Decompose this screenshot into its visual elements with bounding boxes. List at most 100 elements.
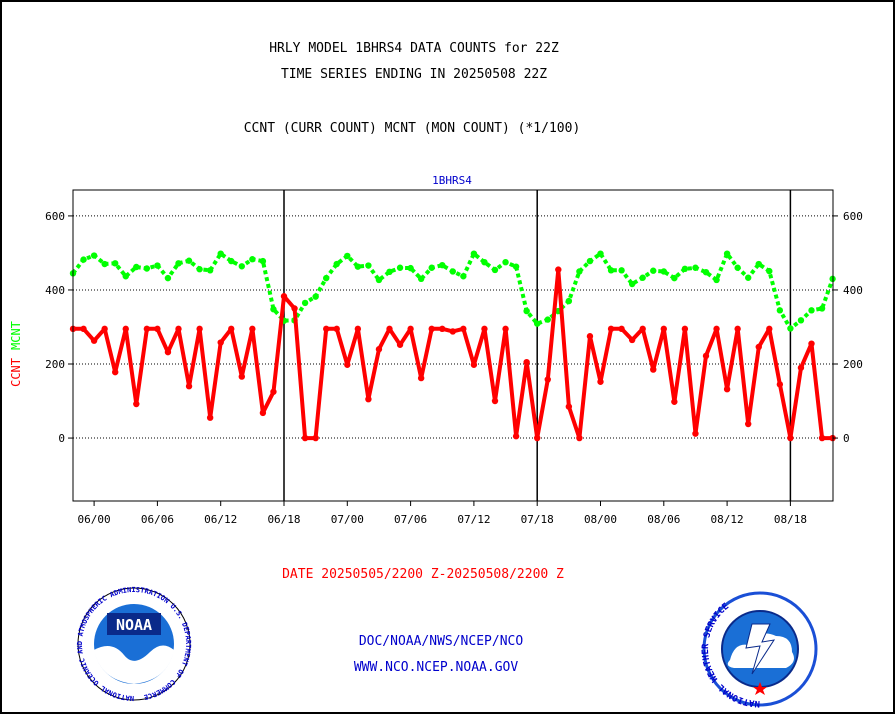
series-layer [69, 250, 836, 442]
data-point-mcnt [238, 263, 245, 270]
url-line[interactable]: WWW.NCO.NCEP.NOAA.GOV [354, 660, 519, 675]
x-tick-label: 08/18 [774, 513, 807, 526]
x-tick-label: 06/00 [78, 513, 111, 526]
data-point-ccnt [386, 325, 393, 333]
data-point-ccnt [143, 325, 151, 333]
data-point-mcnt [818, 305, 826, 312]
data-point-mcnt [365, 262, 372, 269]
data-point-mcnt [386, 268, 393, 276]
data-point-mcnt [618, 267, 625, 274]
data-point-mcnt [534, 320, 541, 327]
data-point-mcnt [133, 263, 140, 271]
x-tick-label: 08/00 [584, 513, 617, 526]
data-point-mcnt [101, 260, 108, 268]
data-point-ccnt [692, 430, 699, 437]
data-point-ccnt [90, 337, 98, 344]
data-point-ccnt [196, 325, 203, 333]
data-point-mcnt [544, 316, 551, 323]
y-tick-label-right: 600 [843, 210, 863, 223]
data-point-mcnt [259, 257, 267, 265]
x-tick-label: 06/12 [204, 513, 237, 526]
data-point-ccnt [713, 325, 720, 333]
axis-layer: 0 0 200 200 400 400 600 600 06/00 06/06 06/12 06/18… [45, 210, 863, 526]
data-point-ccnt [787, 434, 794, 442]
data-point-ccnt [206, 414, 214, 421]
data-point-mcnt [681, 265, 689, 273]
data-point-ccnt [354, 325, 362, 333]
data-point-ccnt [502, 325, 509, 333]
data-point-mcnt [344, 252, 351, 260]
data-point-ccnt [344, 361, 351, 368]
data-point-ccnt [175, 325, 182, 333]
data-point-mcnt [407, 264, 414, 272]
data-point-mcnt [312, 293, 319, 300]
nws-logo: NATIONAL WEATHER SERVICE [701, 591, 818, 708]
data-point-mcnt [143, 265, 151, 272]
noaa-bird-icon [94, 645, 174, 684]
data-point-ccnt [270, 388, 277, 395]
data-point-ccnt [628, 336, 636, 344]
data-point-mcnt [787, 325, 794, 332]
data-point-mcnt [639, 274, 646, 281]
y-axis-title-ccnt: CCNT [9, 358, 23, 387]
data-point-ccnt [228, 325, 235, 333]
data-point-ccnt [607, 325, 615, 333]
data-point-ccnt [154, 325, 161, 333]
data-point-mcnt [745, 274, 752, 281]
data-point-mcnt [217, 250, 224, 257]
data-point-ccnt [259, 409, 267, 417]
data-point-ccnt [702, 352, 710, 360]
data-point-mcnt [249, 256, 256, 263]
data-point-mcnt [776, 307, 784, 314]
data-point-ccnt [164, 348, 172, 356]
data-point-mcnt [375, 276, 383, 284]
data-point-mcnt [354, 263, 362, 270]
data-point-mcnt [576, 268, 583, 275]
data-point-ccnt [185, 383, 193, 390]
data-point-ccnt [238, 373, 245, 380]
data-point-ccnt [523, 358, 530, 366]
data-point-ccnt [407, 325, 414, 333]
data-point-ccnt [470, 361, 478, 368]
data-point-ccnt [755, 343, 762, 351]
data-point-ccnt [491, 397, 499, 405]
data-point-mcnt [650, 267, 657, 274]
data-point-ccnt [745, 420, 752, 428]
data-point-ccnt [249, 325, 256, 333]
y-tick-label-left: 400 [45, 284, 65, 297]
x-tick-label: 07/12 [457, 513, 490, 526]
data-point-ccnt [797, 364, 805, 371]
data-point-mcnt [449, 268, 456, 275]
noaa-logo-label: NOAA [116, 616, 152, 634]
data-point-ccnt [565, 403, 573, 410]
data-point-mcnt [396, 264, 404, 271]
y-tick-label-left: 200 [45, 358, 65, 371]
data-point-ccnt [512, 433, 520, 440]
data-point-ccnt [586, 333, 594, 340]
data-point-ccnt [639, 325, 646, 333]
data-point-mcnt [502, 258, 509, 266]
data-point-ccnt [808, 340, 815, 347]
data-point-mcnt [512, 263, 520, 270]
data-point-mcnt [607, 267, 615, 274]
x-tick-label: 07/06 [394, 513, 427, 526]
data-point-ccnt [396, 341, 404, 348]
data-point-mcnt [808, 307, 815, 314]
data-point-ccnt [723, 385, 731, 393]
data-point-ccnt [122, 325, 129, 333]
data-point-mcnt [270, 306, 277, 313]
data-point-mcnt [154, 262, 161, 269]
y-tick-label-left: 0 [58, 432, 65, 445]
data-point-mcnt [565, 297, 573, 305]
data-point-ccnt [365, 395, 372, 403]
data-point-ccnt [660, 325, 667, 333]
x-tick-label: 08/12 [711, 513, 744, 526]
data-point-ccnt [280, 293, 288, 300]
data-point-ccnt [818, 434, 826, 442]
data-point-mcnt [586, 257, 594, 265]
data-point-mcnt [460, 273, 467, 280]
data-point-mcnt [702, 268, 710, 276]
data-point-ccnt [112, 368, 119, 376]
